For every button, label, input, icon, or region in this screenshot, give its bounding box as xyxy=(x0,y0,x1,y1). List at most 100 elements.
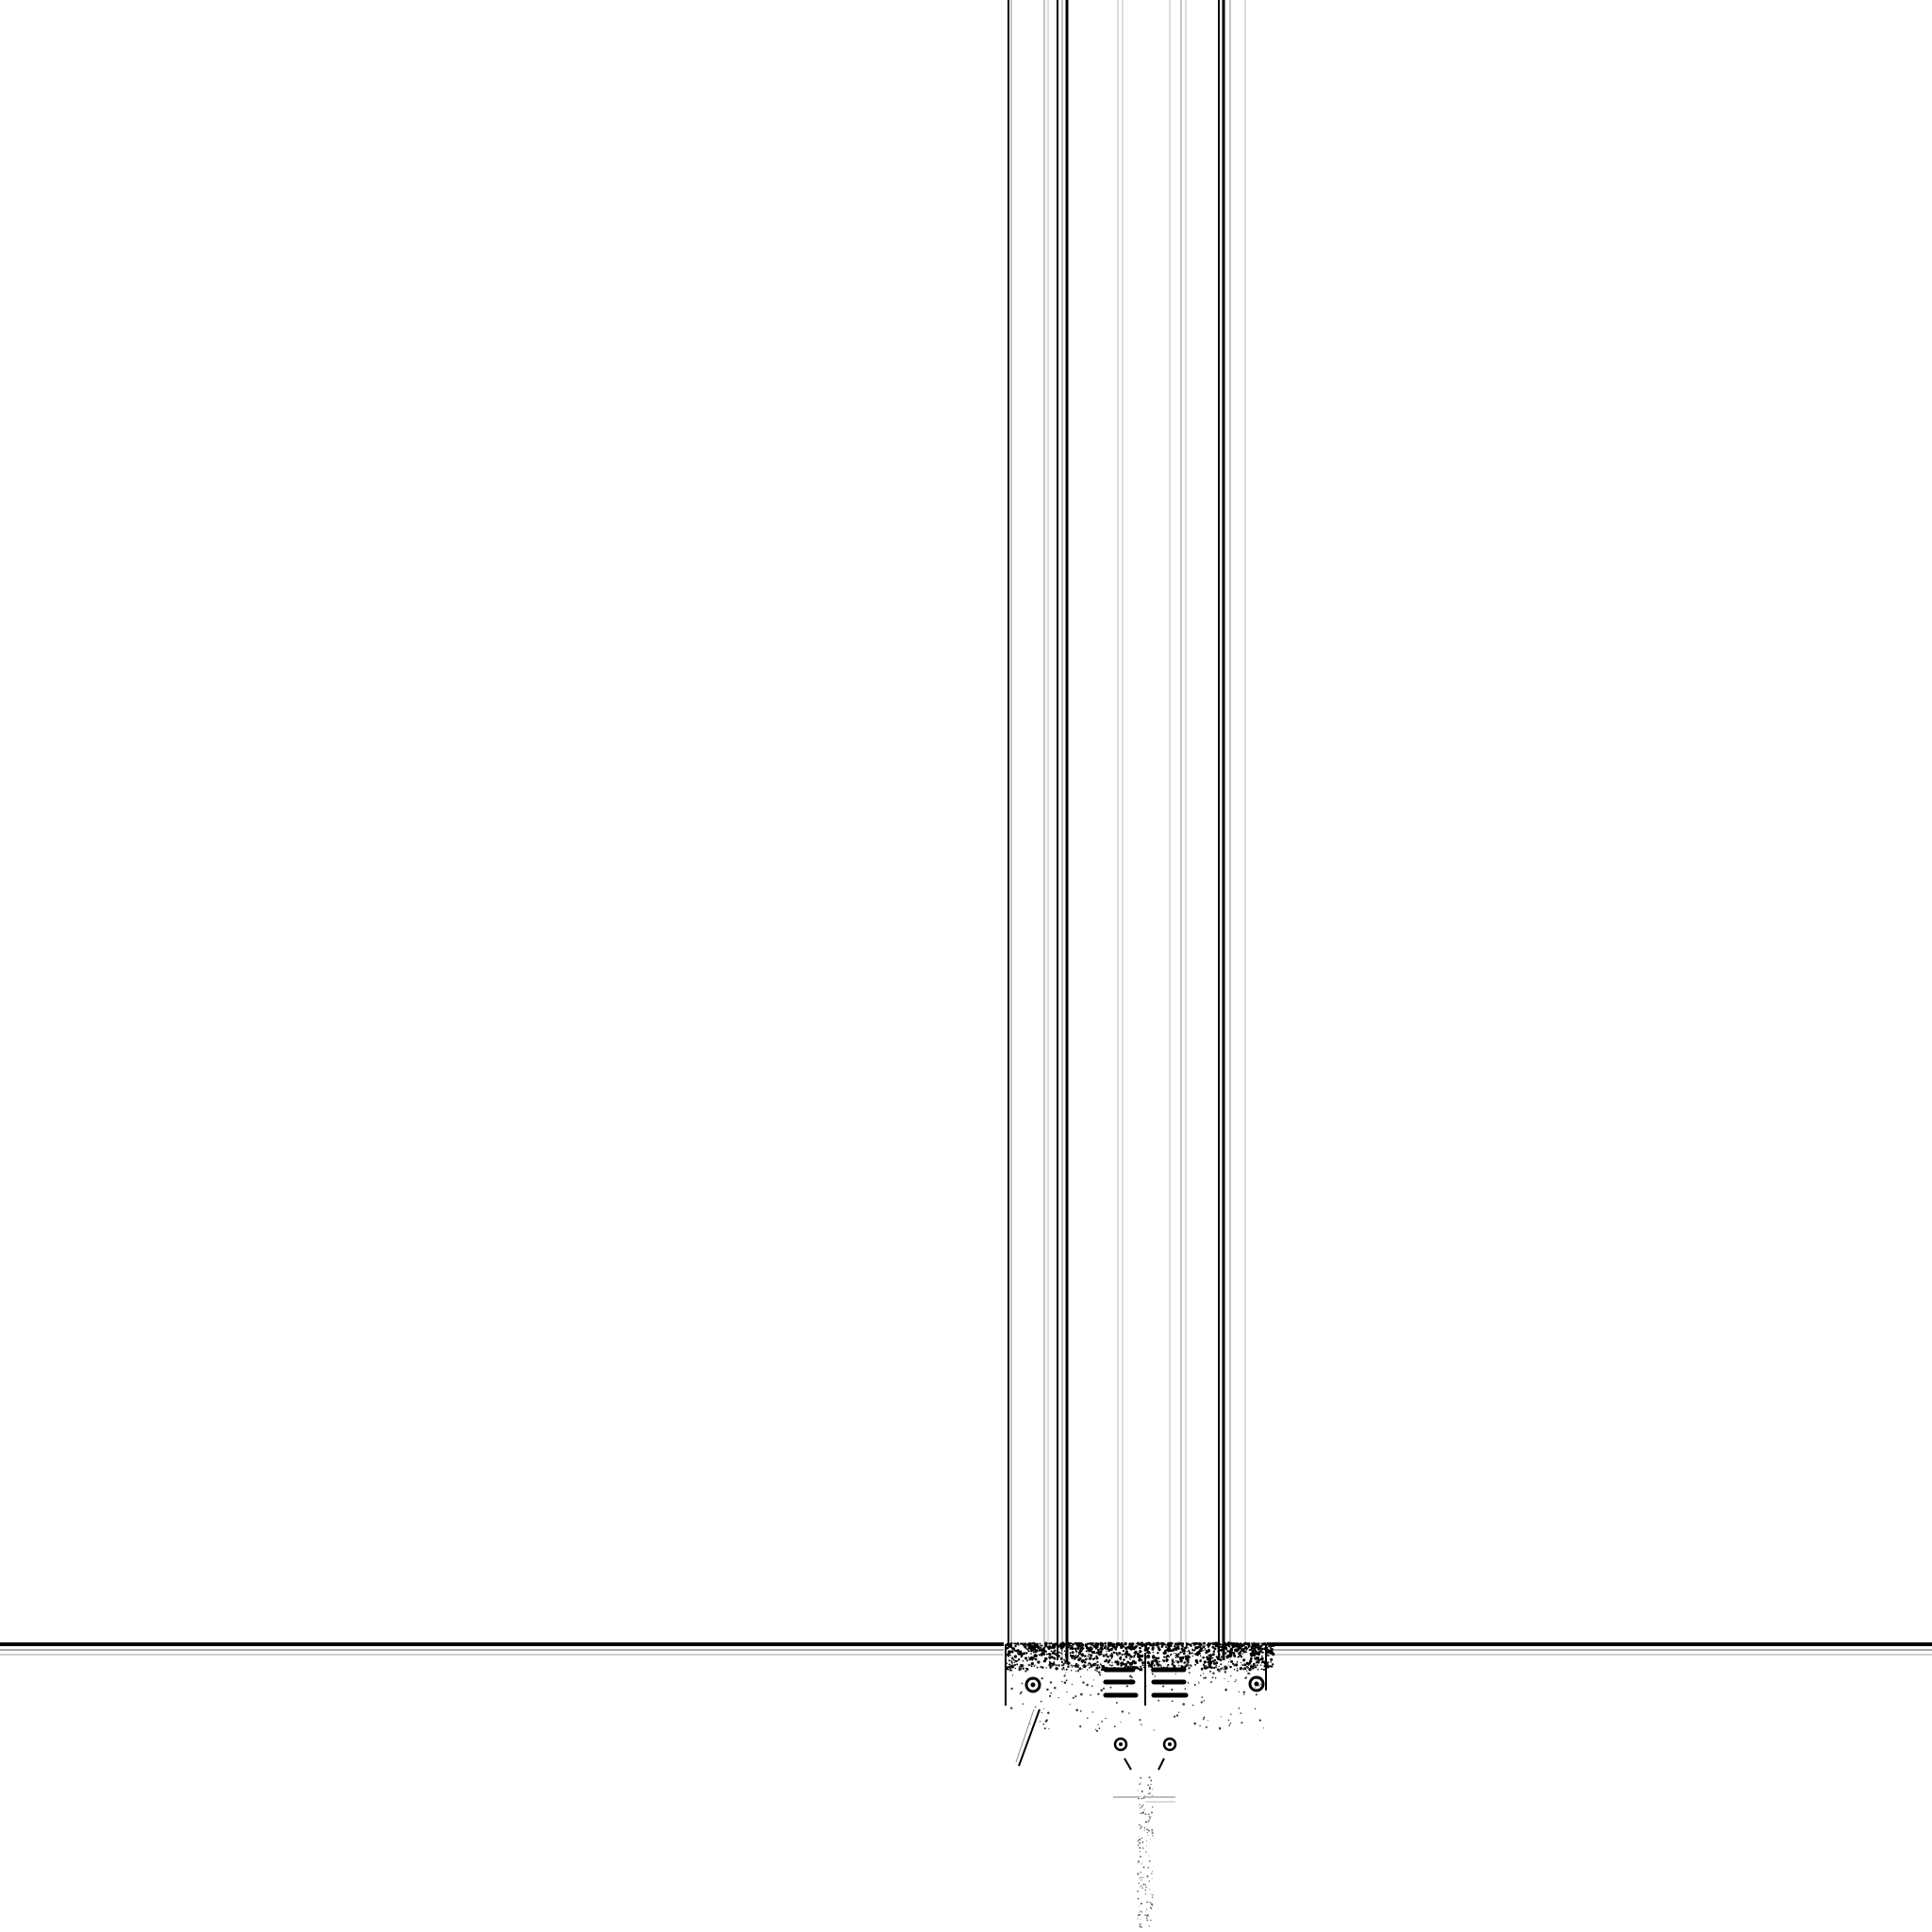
speckle-dot xyxy=(1077,1657,1081,1661)
speckle-dot xyxy=(1009,1667,1012,1670)
speckle-dot xyxy=(1158,1657,1160,1659)
speckle-dot xyxy=(1248,1668,1252,1672)
speckle-dot xyxy=(1267,1666,1270,1668)
speckle-dot xyxy=(1206,1656,1209,1659)
speckle-dot xyxy=(1254,1707,1257,1710)
speckle-dot xyxy=(1141,1885,1142,1887)
speckle-dot xyxy=(1151,1896,1154,1899)
speckle-dot xyxy=(1088,1653,1091,1656)
speckle-dot xyxy=(1225,1646,1227,1648)
speckle-dot xyxy=(1111,1661,1113,1664)
speckle-dot xyxy=(1086,1683,1089,1687)
speckle-dot xyxy=(1139,1824,1141,1826)
speckle-dot xyxy=(1064,1661,1067,1664)
speckle-dot xyxy=(1195,1660,1199,1664)
speckle-dot xyxy=(1177,1664,1180,1667)
speckle-dot xyxy=(1138,1836,1140,1838)
speckle-dot xyxy=(1085,1657,1088,1660)
speckle-dot xyxy=(1248,1643,1251,1646)
speckle-dot xyxy=(1242,1647,1246,1651)
speckle-dot xyxy=(1185,1645,1188,1648)
speckle-dot xyxy=(1146,1647,1150,1651)
speckle-dot xyxy=(1191,1649,1194,1652)
speckle-dot xyxy=(1041,1666,1044,1669)
speckle-dot xyxy=(1047,1664,1050,1666)
speckle-dot xyxy=(1211,1657,1214,1659)
speckle-dot xyxy=(1214,1677,1217,1679)
speckle-dot xyxy=(1077,1656,1079,1657)
speckle-dot xyxy=(1218,1642,1221,1645)
speckle-dot xyxy=(1142,1811,1144,1813)
speckle-dot xyxy=(1106,1648,1108,1651)
speckle-dot xyxy=(1017,1657,1021,1661)
speckle-dot xyxy=(1049,1643,1051,1645)
speckle-dot xyxy=(1169,1655,1172,1657)
speckle-dot xyxy=(1139,1906,1141,1907)
speckle-dot xyxy=(1229,1647,1234,1652)
speckle-dot xyxy=(1191,1642,1194,1644)
speckle-dot xyxy=(1242,1658,1246,1662)
speckle-dot xyxy=(1150,1919,1152,1922)
speckle-dot xyxy=(1104,1641,1108,1645)
speckle-dot xyxy=(1091,1642,1093,1645)
speckle-dot xyxy=(1234,1648,1238,1652)
speckle-dot xyxy=(1025,1668,1029,1671)
speckle-dot xyxy=(1270,1657,1274,1661)
speckle-dot xyxy=(1208,1665,1212,1669)
speckle-dot xyxy=(1139,1925,1141,1928)
speckle-dot xyxy=(1053,1649,1057,1653)
speckle-dot xyxy=(1027,1663,1031,1667)
speckle-dot xyxy=(1137,1653,1141,1657)
speckle-dot xyxy=(1151,1647,1155,1651)
speckle-dot xyxy=(1096,1648,1100,1652)
speckle-dot xyxy=(1141,1667,1143,1669)
speckle-dot xyxy=(1076,1670,1079,1673)
speckle-dot xyxy=(1151,1904,1154,1907)
speckle-dot xyxy=(1186,1664,1189,1667)
speckle-dot xyxy=(1145,1917,1148,1920)
speckle-dot xyxy=(1148,1786,1151,1789)
speckle-dot xyxy=(1088,1667,1091,1669)
speckle-dot xyxy=(1189,1643,1192,1646)
speckle-dot xyxy=(1098,1727,1101,1729)
speckle-dot xyxy=(1067,1665,1070,1668)
speckle-dot xyxy=(1117,1654,1119,1657)
speckle-dot xyxy=(1072,1696,1074,1699)
speckle-dot xyxy=(1233,1663,1236,1667)
speckle-dot xyxy=(1165,1645,1168,1649)
speckle-dot xyxy=(1093,1657,1096,1660)
speckle-dot xyxy=(1151,1831,1153,1832)
diagonal-stroke xyxy=(1015,1708,1035,1763)
speckle-dot xyxy=(1213,1658,1217,1662)
speckle-dot xyxy=(1083,1647,1085,1649)
speckle-dot xyxy=(1085,1665,1088,1668)
speckle-dot xyxy=(1231,1646,1234,1649)
speckle-dot xyxy=(1223,1668,1225,1671)
speckle-dot xyxy=(1135,1665,1138,1668)
speckle-dot xyxy=(1085,1650,1088,1653)
speckle-dot xyxy=(1152,1655,1156,1657)
speckle-dot xyxy=(1067,1664,1069,1666)
speckle-dot xyxy=(1220,1645,1224,1649)
speckle-dot xyxy=(1013,1655,1018,1658)
speckle-dot xyxy=(1078,1650,1082,1653)
speckle-dot xyxy=(1262,1651,1264,1654)
speckle-dot xyxy=(1236,1648,1240,1652)
speckle-dot xyxy=(1220,1643,1222,1646)
speckle-dot xyxy=(1270,1661,1272,1663)
speckle-dot xyxy=(1259,1683,1262,1686)
speckle-dot xyxy=(1145,1642,1147,1644)
speckle-dot xyxy=(1152,1835,1154,1837)
speckle-dot xyxy=(1235,1679,1238,1681)
speckle-dot xyxy=(1081,1644,1084,1647)
speckle-dot xyxy=(1150,1893,1152,1895)
speckle-dot xyxy=(1212,1650,1216,1653)
speckle-dot xyxy=(1259,1650,1262,1653)
speckle-dot xyxy=(1147,1792,1150,1795)
speckle-dot xyxy=(1152,1789,1154,1790)
junction-speckle xyxy=(1005,1641,1275,1928)
speckle-dot xyxy=(1193,1649,1196,1652)
speckle-dot xyxy=(1065,1668,1068,1671)
speckle-dot xyxy=(1259,1644,1262,1648)
